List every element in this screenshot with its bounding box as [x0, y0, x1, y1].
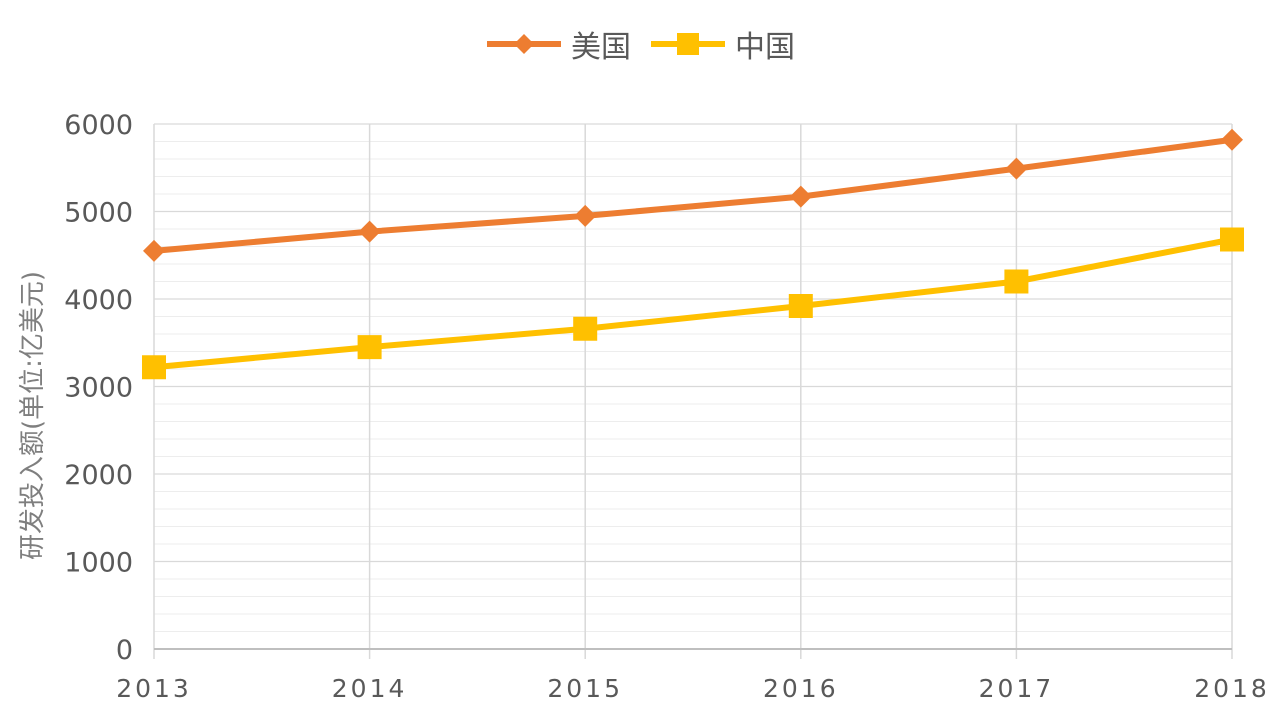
chart-legend: 美国 中国	[0, 22, 1280, 66]
y-tick-label: 4000	[64, 285, 133, 316]
data-point-0	[1221, 128, 1243, 151]
legend-marker-usa	[487, 34, 561, 54]
y-tick-label: 3000	[64, 373, 133, 404]
data-point-0	[358, 220, 381, 243]
y-tick-label: 2000	[64, 460, 133, 491]
y-tick-label: 5000	[64, 198, 133, 229]
legend-label-usa: 美国	[571, 30, 631, 65]
data-point-1	[1220, 227, 1244, 252]
data-point-0	[1005, 157, 1028, 180]
series-line-1	[151, 236, 1235, 371]
data-point-0	[574, 204, 597, 227]
y-tick-label: 1000	[64, 548, 133, 579]
data-point-1	[142, 355, 166, 380]
data-point-1	[573, 316, 598, 341]
data-point-1	[1004, 269, 1029, 294]
x-tick-label: 2015	[547, 674, 623, 703]
legend-item-usa[interactable]: 美国	[485, 22, 631, 66]
legend-marker-china	[651, 33, 725, 55]
y-tick-label: 6000	[64, 110, 133, 141]
series-line-0	[151, 136, 1235, 254]
x-tick-label: 2018	[1194, 674, 1270, 703]
x-tick-label: 2014	[332, 674, 408, 703]
data-point-0	[789, 185, 812, 208]
x-tick-label: 2013	[116, 674, 192, 703]
legend-label-china: 中国	[735, 30, 795, 65]
data-point-0	[143, 239, 165, 262]
x-tick-label: 2016	[763, 674, 839, 703]
x-tick-label: 2017	[979, 674, 1055, 703]
data-point-1	[357, 335, 382, 360]
legend-item-china[interactable]: 中国	[649, 22, 795, 66]
y-tick-label: 0	[116, 635, 133, 666]
data-point-1	[788, 294, 813, 318]
